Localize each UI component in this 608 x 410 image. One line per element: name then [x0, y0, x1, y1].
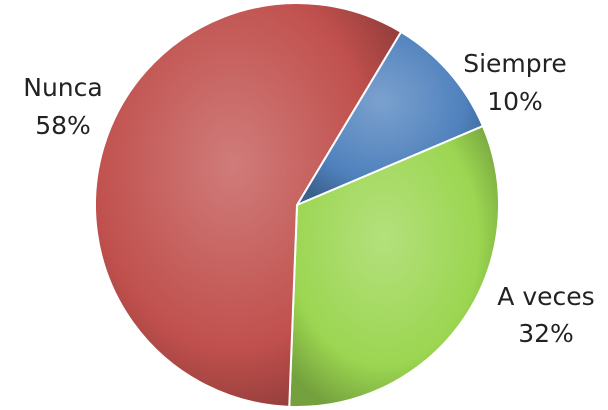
slice-value-siempre: 10% — [487, 87, 543, 116]
pie-slice-siempre — [294, 30, 485, 208]
pie-slice-nunca — [94, 2, 403, 408]
slice-value-nunca: 58% — [35, 111, 91, 140]
pie-slice-a-veces — [288, 124, 500, 408]
slice-value-a-veces: 32% — [518, 319, 574, 348]
slice-label-nunca: Nunca — [23, 73, 102, 102]
pie-labels: Siempre 10% A veces 32% Nunca 58% — [23, 49, 594, 348]
pie-slices — [94, 2, 500, 408]
slice-label-a-veces: A veces — [497, 282, 594, 311]
slice-label-siempre: Siempre — [463, 49, 567, 78]
